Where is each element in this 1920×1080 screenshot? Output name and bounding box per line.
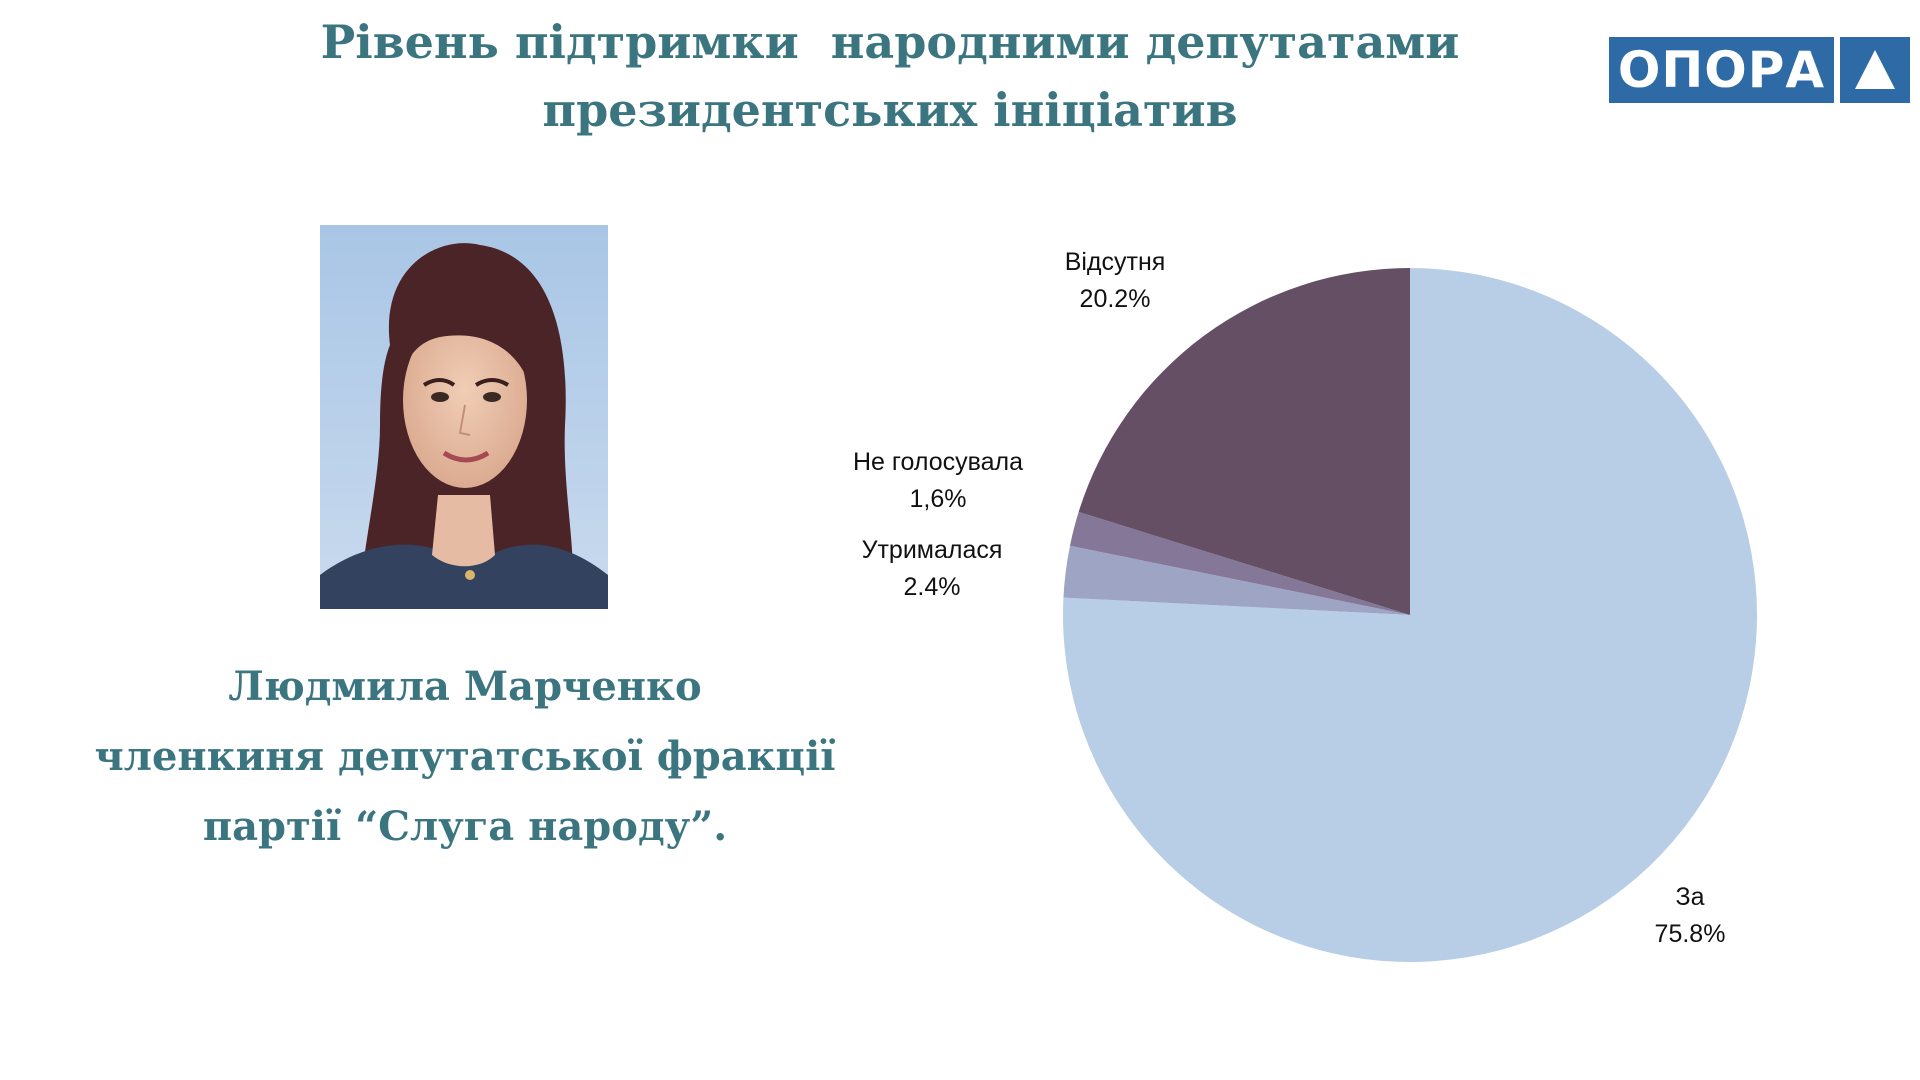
pie-slice-value: 20.2% (1080, 285, 1151, 313)
deputy-party: партії “Слуга народу”. (202, 803, 728, 850)
pie-slice-label: Утрималася (862, 536, 1003, 564)
pie-slice-value: 1,6% (910, 485, 967, 513)
deputy-role: членкиня депутатської фракції (94, 733, 836, 780)
deputy-name: Людмила Марченко (228, 663, 702, 710)
pie-slice (1069, 511, 1410, 615)
pie-slice-label: Відсутня (1065, 248, 1166, 276)
pie-slice-value: 2.4% (904, 573, 961, 601)
pie-slices (1063, 268, 1757, 962)
pie-slice-value: 75.8% (1655, 920, 1726, 948)
deputy-caption: Людмила Марченко членкиня депутатської ф… (40, 652, 890, 862)
pie-slice (1078, 268, 1410, 615)
deputy-portrait-photo (320, 225, 608, 609)
logo-text: ОПОРА (1609, 37, 1834, 103)
vote-pie-chart: За 75.8% Утрималася 2.4% Не голосувала 1,6% Ві… (853, 248, 1757, 962)
opora-logo: ОПОРА (1609, 37, 1910, 103)
pie-slice-label: За (1675, 883, 1704, 911)
pie-slice-label: Не голосувала (853, 448, 1023, 476)
title-line-1: Рівень підтримки народними депутатами (320, 15, 1460, 69)
page-title: Рівень підтримки народними депутатами пр… (230, 8, 1550, 144)
pie-slice (1063, 545, 1410, 615)
pie-labels: За 75.8% Утрималася 2.4% Не голосувала 1,6% Ві… (853, 248, 1725, 948)
triangle-logo-icon (1840, 37, 1910, 103)
pie-slice (1063, 268, 1757, 962)
title-line-2: президентських ініціатив (542, 83, 1238, 137)
